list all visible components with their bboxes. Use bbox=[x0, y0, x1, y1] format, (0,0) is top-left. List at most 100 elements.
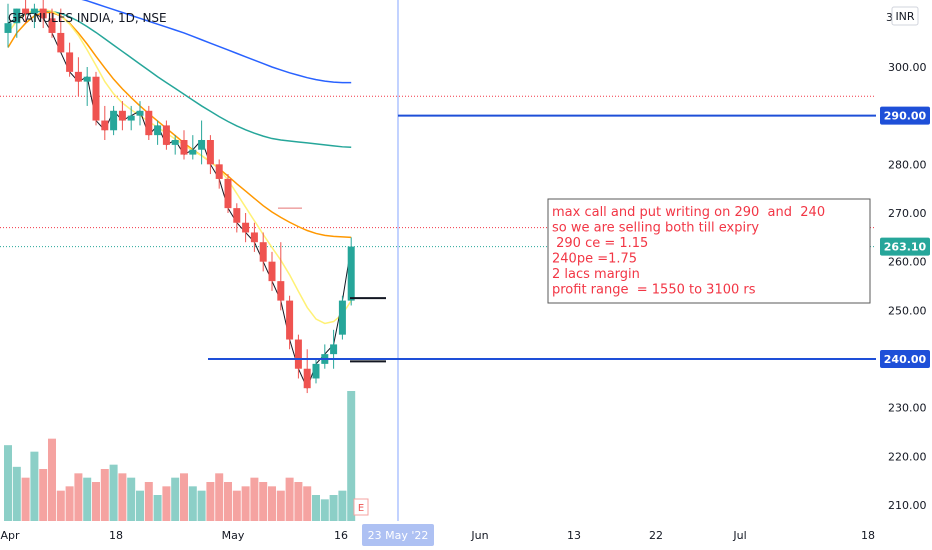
candle bbox=[127, 105, 135, 131]
price-tick-label: 220.00 bbox=[888, 450, 927, 463]
candle bbox=[180, 130, 188, 160]
candle bbox=[215, 159, 223, 189]
volume-bar bbox=[215, 473, 224, 521]
currency-badge-label: INR bbox=[895, 10, 914, 23]
candle-body bbox=[180, 140, 188, 155]
candle bbox=[294, 334, 302, 379]
candle-body bbox=[294, 339, 302, 369]
price-axis[interactable]: 210.00 220.00 230.00 240.00 250.00 260.00 270.… bbox=[878, 0, 932, 550]
price-tag-label: 263.10 bbox=[884, 241, 927, 254]
price-tag-290.00: 290.00 bbox=[880, 106, 930, 125]
annotation-frame[interactable] bbox=[547, 198, 871, 304]
candle bbox=[22, 0, 30, 24]
candle-body bbox=[338, 300, 346, 335]
volume-bar bbox=[74, 473, 83, 521]
price-tag-label: 240.00 bbox=[884, 353, 927, 366]
crosshair-date-label: 23 May '22 bbox=[368, 529, 429, 542]
candle bbox=[171, 135, 179, 155]
crosshair-date-tag: 23 May '22 bbox=[362, 524, 434, 546]
candle-body bbox=[66, 52, 74, 72]
candle-body bbox=[101, 120, 109, 131]
candle bbox=[154, 120, 162, 145]
volume-bar bbox=[268, 486, 276, 521]
candle bbox=[338, 295, 346, 340]
price-tick-label: 260.00 bbox=[888, 256, 927, 269]
candle bbox=[136, 101, 144, 126]
symbol-title: GRANULES INDIA, 1D, NSE bbox=[8, 11, 167, 25]
candle-body bbox=[198, 140, 206, 150]
time-tick-label: Jul bbox=[732, 529, 746, 542]
volume-bar bbox=[65, 486, 74, 521]
candle-body bbox=[57, 32, 65, 53]
price-axis-bg bbox=[878, 0, 932, 550]
candle-body bbox=[39, 8, 47, 19]
earnings-badge-box bbox=[353, 498, 369, 516]
crosshair-date-bg bbox=[362, 524, 434, 546]
volume-bar bbox=[224, 482, 232, 521]
candle-body bbox=[145, 110, 153, 136]
candle bbox=[92, 71, 100, 126]
volume-bar bbox=[56, 490, 65, 521]
volume-bar bbox=[259, 482, 268, 521]
candle-body bbox=[110, 110, 118, 131]
candle-body bbox=[224, 178, 232, 209]
price-tag-240.00: 240.00 bbox=[880, 350, 930, 368]
candle-body bbox=[347, 246, 355, 301]
annotation-box[interactable]: max call and put writing on 290 and 240s… bbox=[547, 198, 871, 304]
volume-bar bbox=[171, 477, 180, 521]
annotation-line-0: max call and put writing on 290 and 240 bbox=[552, 205, 825, 220]
volume-bar bbox=[136, 490, 144, 521]
time-tick-label: 18 bbox=[109, 529, 123, 542]
candle bbox=[277, 242, 285, 311]
candle bbox=[74, 57, 82, 97]
annotation-line-4: 2 lacs margin bbox=[552, 267, 640, 282]
candle-body bbox=[242, 222, 250, 233]
candle bbox=[110, 105, 118, 136]
time-tick-label: May bbox=[222, 529, 245, 542]
candle-body bbox=[215, 164, 223, 179]
candle-body bbox=[92, 76, 100, 121]
level-lines bbox=[0, 0, 876, 521]
candle bbox=[57, 8, 65, 53]
volume-bar bbox=[320, 499, 329, 521]
candle-body bbox=[154, 125, 162, 136]
price-tick-label: 230.00 bbox=[888, 402, 927, 415]
price-tag-263.10: 263.10 bbox=[880, 237, 930, 256]
volume-bar bbox=[100, 469, 109, 521]
earnings-badge: E bbox=[353, 498, 369, 516]
volume-bar bbox=[39, 469, 48, 521]
currency-badge-box bbox=[891, 6, 919, 26]
candle-body bbox=[268, 261, 276, 282]
candle bbox=[4, 3, 12, 48]
drawing-overlay bbox=[208, 114, 876, 363]
candle bbox=[162, 120, 170, 150]
earnings-badge-label: E bbox=[358, 503, 364, 514]
volume-bars: E bbox=[4, 391, 369, 521]
volume-bar bbox=[197, 490, 206, 521]
annotation-line-2: 290 ce = 1.15 bbox=[552, 236, 648, 251]
candle-body bbox=[259, 242, 267, 262]
candle bbox=[48, 8, 56, 38]
candle-body bbox=[136, 110, 144, 116]
time-axis[interactable]: Apr 18 May 16 Jun 13 22 Jul 18 23 May '22 bbox=[0, 521, 932, 550]
candle-body bbox=[13, 8, 21, 24]
candle-body bbox=[162, 125, 170, 145]
price-tick-label: 210.00 bbox=[888, 499, 927, 512]
volume-bar bbox=[109, 464, 118, 521]
volume-bar bbox=[329, 495, 338, 521]
candle-body bbox=[286, 300, 294, 340]
volume-bar bbox=[144, 482, 153, 521]
candle-body bbox=[127, 115, 135, 121]
price-tag-bg bbox=[880, 106, 930, 125]
candle-body bbox=[48, 18, 56, 33]
volume-bar bbox=[12, 466, 21, 521]
volume-bar bbox=[180, 473, 188, 521]
volume-bar bbox=[338, 490, 347, 521]
candle-body bbox=[171, 140, 179, 145]
annotation-line-1: so we are selling both till expiry bbox=[552, 221, 759, 236]
volume-bar bbox=[118, 473, 127, 521]
moving-averages bbox=[7, 0, 352, 390]
candle-body bbox=[206, 140, 214, 165]
